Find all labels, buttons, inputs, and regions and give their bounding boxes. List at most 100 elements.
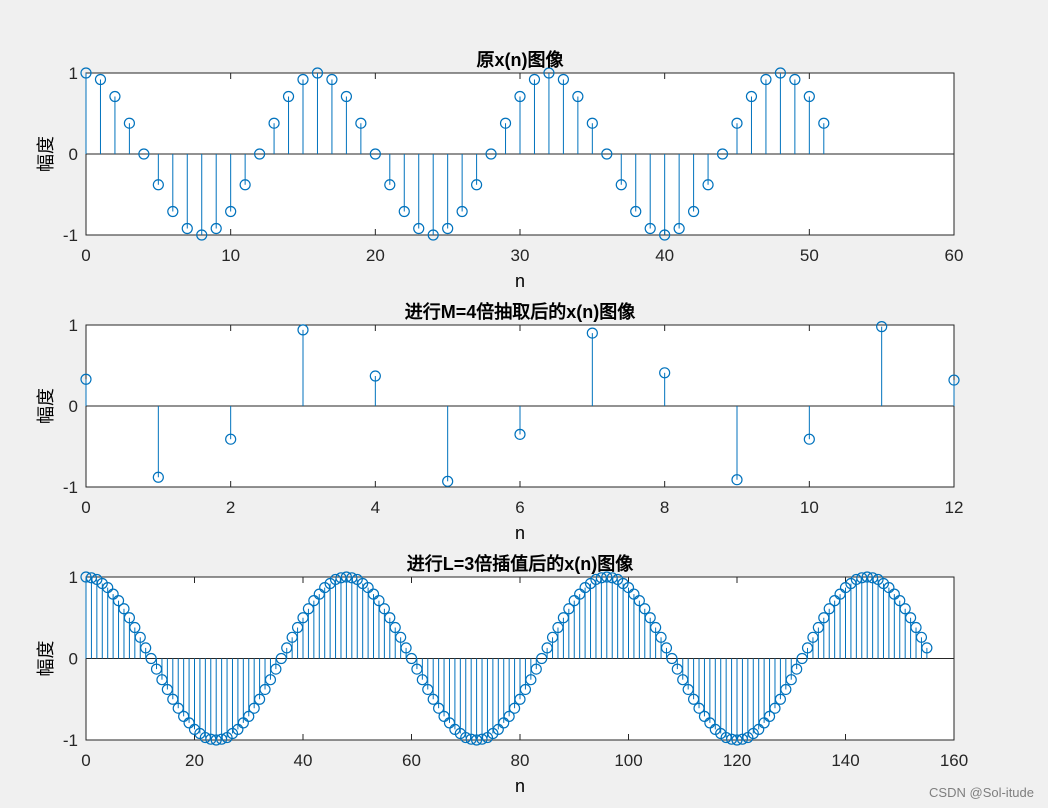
x-tick-label: 40 [294, 751, 313, 770]
x-tick-label: 120 [723, 751, 751, 770]
stem-marker [586, 117, 598, 129]
stem-marker [297, 73, 309, 86]
y-axis-label: 幅度 [36, 136, 56, 172]
x-tick-label: 8 [660, 498, 669, 517]
x-tick-label: 0 [81, 751, 90, 770]
x-tick-label: 80 [511, 751, 530, 770]
stem-marker [572, 90, 584, 103]
stem-marker [210, 222, 222, 235]
stem-marker [80, 571, 92, 583]
stem-marker [118, 603, 130, 615]
stem-marker [395, 631, 407, 643]
stem-marker [514, 428, 526, 440]
stem-marker [745, 90, 758, 103]
x-tick-label: 140 [831, 751, 859, 770]
x-axis-label: n [515, 271, 525, 291]
stem-marker [650, 621, 662, 634]
stem-marker [282, 90, 295, 103]
stem-marker [633, 595, 645, 607]
y-tick-label: -1 [63, 731, 78, 750]
stem-marker [753, 723, 765, 736]
x-axis-label: n [515, 523, 525, 543]
stem-marker [615, 179, 627, 191]
stem-marker [785, 674, 797, 686]
stem-marker [639, 603, 651, 615]
stem-marker [525, 674, 537, 686]
stem-marker [268, 117, 280, 129]
stem-marker [528, 73, 541, 86]
stem-marker [94, 73, 107, 86]
stem-marker [369, 148, 381, 160]
stem-marker [530, 663, 542, 675]
stem-marker [248, 702, 260, 714]
stem-marker [774, 67, 787, 79]
stem-marker [216, 733, 228, 745]
x-tick-label: 60 [402, 751, 421, 770]
stem-marker [471, 734, 483, 746]
stem-marker [129, 621, 141, 634]
stem-marker [498, 717, 510, 729]
stem-marker [476, 733, 488, 745]
x-tick-label: 0 [81, 498, 90, 517]
x-tick-label: 30 [511, 246, 530, 265]
stem-marker [904, 612, 917, 624]
stem-marker [861, 571, 873, 583]
stem-marker [586, 327, 598, 339]
stem-marker [326, 73, 338, 86]
stem-marker [138, 148, 150, 160]
stem-marker [340, 90, 352, 103]
stem-marker [109, 90, 121, 103]
stem-marker [702, 179, 714, 191]
stem-marker [606, 572, 618, 584]
stem-marker [107, 588, 119, 600]
stem-marker [102, 581, 114, 594]
stem-marker [237, 717, 249, 729]
stem-marker [519, 683, 532, 696]
stem-marker [373, 595, 385, 607]
x-tick-label: 10 [221, 246, 240, 265]
y-tick-label: 1 [69, 568, 78, 587]
stem-marker [152, 471, 164, 483]
stem-marker [85, 572, 98, 584]
stem-marker [346, 572, 358, 584]
stem-marker [384, 179, 396, 191]
stem-marker [384, 612, 396, 624]
stem-marker [442, 222, 454, 235]
x-tick-label: 4 [371, 498, 380, 517]
stem-marker [780, 683, 792, 696]
stem-marker [655, 631, 667, 643]
stem-marker [803, 90, 815, 103]
stem-marker [601, 571, 613, 583]
stem-marker [80, 67, 92, 79]
stem-marker [254, 148, 266, 160]
stem-marker [123, 117, 135, 129]
stem-marker [673, 222, 685, 235]
stem-marker [264, 674, 277, 686]
stem-marker [659, 229, 671, 241]
stem-marker [270, 663, 282, 675]
stem-marker [921, 642, 933, 654]
x-tick-label: 0 [81, 246, 90, 265]
stem-marker [152, 179, 164, 191]
stem-marker [369, 370, 381, 382]
x-tick-label: 20 [366, 246, 385, 265]
stem-marker [225, 433, 237, 445]
stem-marker [514, 693, 526, 705]
stem-marker [883, 581, 895, 594]
y-axis-label: 幅度 [36, 641, 56, 677]
stem-marker [622, 581, 635, 594]
stem-marker [557, 73, 570, 86]
subplot-title: 进行L=3倍插值后的x(n)图像 [407, 553, 635, 574]
stem-marker [499, 117, 512, 129]
stem-marker [514, 90, 526, 103]
stem-marker [628, 588, 640, 600]
stem-marker [196, 229, 208, 241]
watermark: CSDN @Sol-itude [929, 785, 1034, 800]
stem-marker [791, 663, 803, 675]
x-tick-label: 10 [800, 498, 819, 517]
stem-marker [232, 723, 244, 736]
stem-marker [888, 588, 900, 600]
y-tick-label: 0 [69, 397, 78, 416]
